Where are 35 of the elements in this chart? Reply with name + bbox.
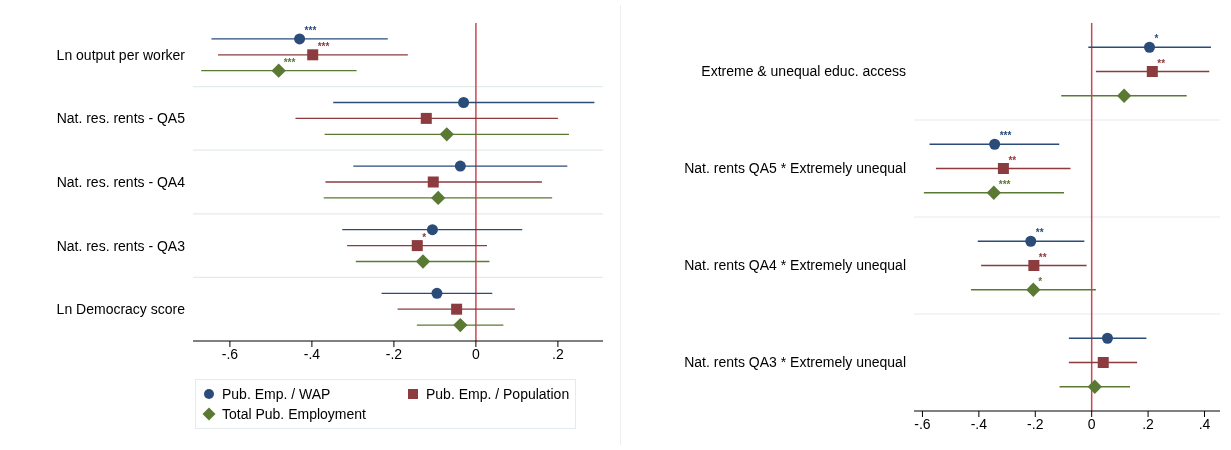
data-label: * — [1154, 33, 1159, 45]
x-tick-label: -.6 — [914, 415, 931, 432]
data-label: *** — [283, 56, 296, 68]
x-tick-label: -.2 — [385, 345, 403, 362]
x-tick-label: .4 — [1198, 415, 1211, 432]
data-label: ** — [1035, 227, 1044, 239]
x-tick-label: 0 — [1087, 415, 1096, 432]
y-tick-label: Ln output per worker — [56, 46, 186, 63]
y-tick-label: Nat. rents QA3 * Extremely unequal — [684, 354, 906, 371]
y-tick-label: Nat. rents QA5 * Extremely unequal — [684, 160, 906, 177]
x-tick-label: .2 — [1142, 415, 1155, 432]
legend-label: Pub. Emp. / WAP — [222, 386, 331, 402]
legend-label: Pub. Emp. / Population — [425, 386, 570, 402]
y-tick-label: Nat. rents QA4 * Extremely unequal — [684, 257, 906, 274]
data-label: *** — [317, 40, 330, 52]
x-tick-label: -.2 — [1027, 415, 1044, 432]
legend-label: Total Pub. Employment — [222, 406, 366, 422]
data-label: ** — [1157, 57, 1166, 69]
data-label: *** — [999, 130, 1012, 142]
y-tick-label: Nat. res. rents - QA3 — [56, 237, 186, 254]
data-label: ** — [1008, 154, 1017, 166]
x-tick-label: .2 — [552, 345, 564, 362]
data-label: *** — [998, 178, 1011, 190]
data-label: *** — [304, 24, 317, 36]
data-label: * — [1038, 275, 1043, 287]
y-tick-label: Extreme & unequal educ. access — [701, 63, 906, 80]
x-tick-label: -.4 — [970, 415, 988, 432]
y-tick-label: Nat. res. rents - QA4 — [56, 173, 186, 190]
y-tick-label: Ln Democracy score — [56, 301, 186, 318]
data-label: * — [422, 231, 427, 243]
data-label: ** — [1038, 251, 1047, 263]
x-tick-label: 0 — [472, 345, 480, 362]
y-tick-label: Nat. res. rents - QA5 — [56, 110, 186, 127]
x-tick-label: -.6 — [221, 345, 239, 362]
x-tick-label: -.4 — [303, 345, 321, 362]
